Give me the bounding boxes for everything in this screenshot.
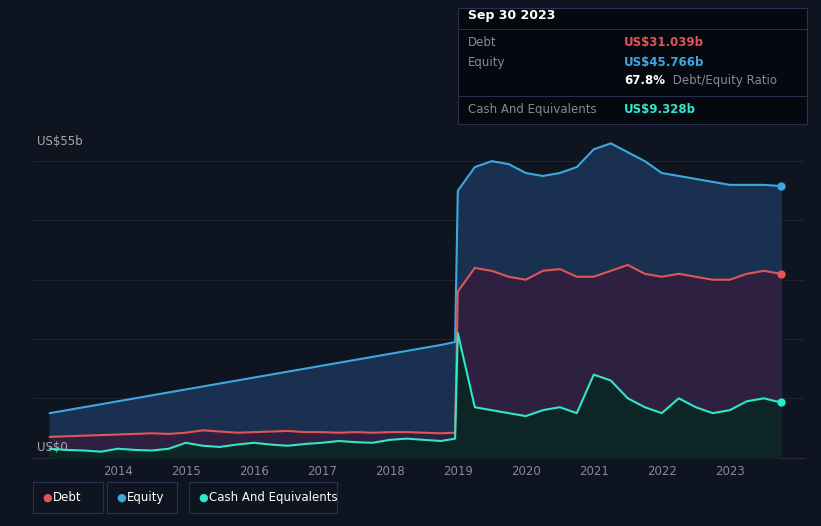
Text: US$9.328b: US$9.328b — [624, 103, 696, 116]
Text: Debt/Equity Ratio: Debt/Equity Ratio — [669, 74, 777, 87]
Text: Cash And Equivalents: Cash And Equivalents — [209, 491, 338, 504]
Text: 67.8%: 67.8% — [624, 74, 665, 87]
Text: Cash And Equivalents: Cash And Equivalents — [468, 103, 597, 116]
Text: Equity: Equity — [127, 491, 165, 504]
Text: ●: ● — [117, 492, 126, 503]
Text: ●: ● — [199, 492, 209, 503]
Text: ●: ● — [43, 492, 53, 503]
Text: US$45.766b: US$45.766b — [624, 56, 704, 69]
Text: Sep 30 2023: Sep 30 2023 — [468, 9, 555, 23]
Text: Debt: Debt — [53, 491, 82, 504]
Text: US$55b: US$55b — [37, 135, 82, 148]
Text: Debt: Debt — [468, 36, 497, 49]
Text: Equity: Equity — [468, 56, 506, 69]
Text: US$0: US$0 — [37, 441, 67, 454]
Text: US$31.039b: US$31.039b — [624, 36, 704, 49]
